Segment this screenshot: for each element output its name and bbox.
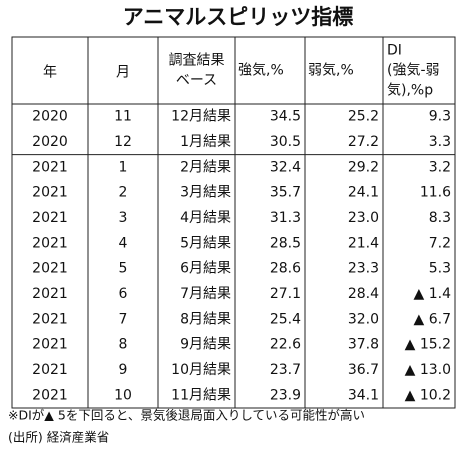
table-cell: 2 (119, 185, 128, 201)
table-cell: 8.3 (429, 210, 451, 226)
table-cell: 23.3 (348, 261, 379, 277)
header-cell: 強気,% (238, 63, 284, 79)
table-cell: 32.0 (348, 311, 379, 327)
table-cell: 3 (119, 210, 128, 226)
table-cell: 5 (119, 261, 128, 277)
table-cell: ▲ 10.2 (405, 387, 451, 403)
table-cell: 22.6 (270, 337, 301, 353)
table-cell: 6 (119, 286, 128, 302)
table-cell: 2021 (32, 235, 68, 251)
table-cell: 2月結果 (180, 159, 231, 175)
table-cell: 3.3 (429, 134, 451, 150)
table-cell: 27.1 (270, 286, 301, 302)
table-cell: 8 (119, 337, 128, 353)
table-cell: 1月結果 (180, 134, 231, 150)
table-cell: 2021 (32, 261, 68, 277)
table-cell: ▲ 1.4 (414, 286, 452, 302)
table-cell: 10 (114, 387, 132, 403)
table-cell: 2021 (32, 362, 68, 378)
table-cell: 2021 (32, 286, 68, 302)
table-cell: 2021 (32, 387, 68, 403)
table-cell: 11月結果 (171, 387, 231, 403)
table-cell: 7.2 (429, 235, 451, 251)
table-cell: 28.6 (270, 261, 301, 277)
table-cell: 4月結果 (180, 210, 231, 226)
table-cell: 7 (119, 311, 128, 327)
table-cell: 2021 (32, 185, 68, 201)
table-cell: 1 (119, 159, 128, 175)
header-cell: DI (387, 43, 402, 59)
table-cell: ▲ 13.0 (405, 362, 451, 378)
table-cell: 12 (114, 134, 132, 150)
table-cell: 27.2 (348, 134, 379, 150)
table-cell: 24.1 (348, 185, 379, 201)
table-cell: 6月結果 (180, 261, 231, 277)
header-cell: 月 (116, 65, 130, 81)
table-cell: 32.4 (270, 159, 301, 175)
table-cell: 23.9 (270, 387, 301, 403)
table-cell: 9月結果 (180, 337, 231, 353)
table-cell: 9.3 (429, 109, 451, 125)
table-cell: 5.3 (429, 261, 451, 277)
table-cell: 2021 (32, 337, 68, 353)
note: ※DIが▲ 5を下回ると、景気後退局面入りしている可能性が高い (8, 408, 365, 423)
table-cell: 5月結果 (180, 235, 231, 251)
header-cell: 弱気,% (308, 63, 354, 79)
table-cell: ▲ 15.2 (405, 337, 451, 353)
table-cell: 37.8 (348, 337, 379, 353)
table-cell: 30.5 (270, 134, 301, 150)
table-cell: 29.2 (348, 159, 379, 175)
header-cell: 年 (43, 65, 57, 81)
table-cell: 3.2 (429, 159, 451, 175)
table-cell: 8月結果 (180, 311, 231, 327)
table-cell: 10月結果 (171, 362, 231, 378)
table-cell: 7月結果 (180, 286, 231, 302)
table-cell: 28.4 (348, 286, 379, 302)
table-cell: 4 (119, 235, 128, 251)
table-cell: 2020 (32, 134, 68, 150)
table-cell: 21.4 (348, 235, 379, 251)
table-cell: 2021 (32, 159, 68, 175)
table-cell: 36.7 (348, 362, 379, 378)
table-cell: 2021 (32, 311, 68, 327)
table-cell: 25.2 (348, 109, 379, 125)
header-cell: ベース (176, 73, 217, 89)
table-cell: 11.6 (420, 185, 451, 201)
table-cell: 34.5 (270, 109, 301, 125)
table-cell: 23.7 (270, 362, 301, 378)
table-cell: 28.5 (270, 235, 301, 251)
table-cell: 35.7 (270, 185, 301, 201)
table-cell: 25.4 (270, 311, 301, 327)
table-cell: 31.3 (270, 210, 301, 226)
title: アニマルスピリッツ指標 (123, 5, 354, 29)
table-cell: 3月結果 (180, 185, 231, 201)
table-cell: 12月結果 (171, 109, 231, 125)
table-cell: 23.0 (348, 210, 379, 226)
table-cell: ▲ 6.7 (414, 311, 451, 327)
table-border (11, 36, 456, 409)
source: (出所) 経済産業省 (8, 430, 109, 445)
table-cell: 9 (119, 362, 128, 378)
header-cell: (強気-弱 (387, 63, 440, 79)
header-cell: 気),%p (387, 83, 433, 99)
header-cell: 調査結果 (169, 53, 225, 69)
table-cell: 2020 (32, 109, 68, 125)
table-cell: 34.1 (348, 387, 379, 403)
table-cell: 2021 (32, 210, 68, 226)
table-cell: 11 (114, 109, 132, 125)
